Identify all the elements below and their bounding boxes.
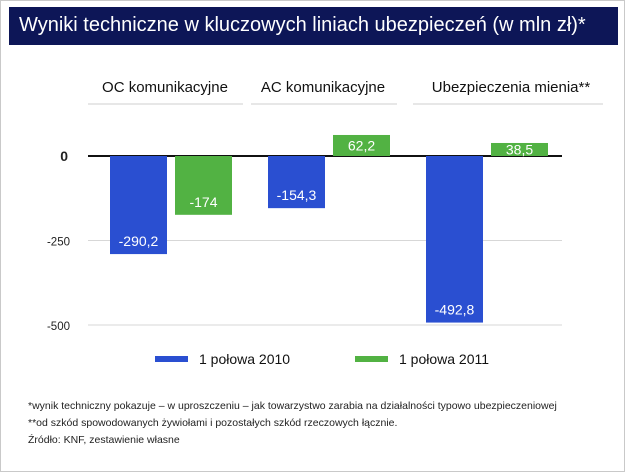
bar [333, 134, 390, 156]
source-note: Źródło: KNF, zestawienie własne [28, 434, 180, 446]
footnote-1: *wynik techniczny pokazuje – w uproszcze… [28, 400, 557, 412]
footnote-2: **od szkód spowodowanych żywiołami i poz… [28, 417, 398, 429]
category-headers: OC komunikacyjne AC komunikacyjne Ubezpiec… [88, 79, 603, 105]
y-tick-label: -500 [47, 321, 70, 333]
bar-value-label: 62,2 [348, 137, 375, 153]
chart-title: Wyniki techniczne w kluczowych liniach u… [19, 14, 586, 36]
category-label: Ubezpieczenia mienia** [432, 79, 591, 96]
bar-value-label: -290,2 [119, 233, 159, 249]
legend-label: 1 połowa 2010 [199, 351, 290, 367]
y-tick-label: -250 [47, 237, 70, 249]
category-label: OC komunikacyjne [102, 79, 228, 96]
category-label: AC komunikacyjne [261, 79, 385, 96]
bar [426, 156, 483, 323]
legend-swatch [155, 356, 188, 362]
legend-label: 1 połowa 2011 [399, 351, 489, 367]
y-axis-ticks: 0 -250 -500 [47, 148, 70, 333]
bar [268, 156, 325, 209]
bar-value-label: -154,3 [277, 187, 317, 203]
bar [110, 156, 167, 255]
footnotes: *wynik techniczny pokazuje – w uproszcze… [28, 398, 557, 449]
bar-value-label: 38,5 [506, 141, 533, 157]
bar-value-label: -174 [189, 194, 217, 210]
bar [175, 156, 232, 215]
legend: 1 połowa 2010 1 połowa 2011 [155, 351, 489, 367]
y-tick-label: 0 [60, 148, 68, 164]
bar-value-label: -492,8 [435, 302, 475, 318]
bar [491, 142, 548, 156]
bars: -290,2 -154,3 -492,8 -174 62,2 38,5 [110, 134, 548, 323]
legend-swatch [355, 356, 388, 362]
title-bar: Wyniki techniczne w kluczowych liniach u… [9, 7, 618, 45]
